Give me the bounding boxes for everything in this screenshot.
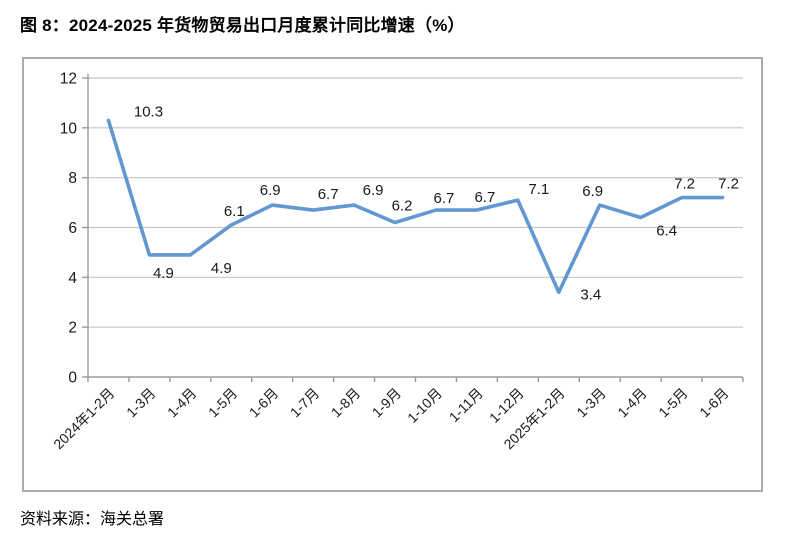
figure-title: 图 8：2024-2025 年货物贸易出口月度累计同比增速（%） bbox=[20, 16, 465, 35]
x-tick-label: 1-6月 bbox=[696, 385, 732, 421]
x-tick-label: 1-5月 bbox=[205, 385, 241, 421]
data-label: 6.4 bbox=[656, 223, 677, 240]
series-line bbox=[106, 118, 725, 295]
data-label: 4.9 bbox=[153, 265, 174, 282]
x-tick-label: 1-6月 bbox=[246, 385, 282, 421]
data-label: 7.2 bbox=[718, 176, 739, 193]
y-tick-label: 10 bbox=[60, 120, 78, 137]
x-tick-label: 1-8月 bbox=[328, 385, 364, 421]
x-tick-label: 1-5月 bbox=[655, 385, 691, 421]
y-tick-label: 6 bbox=[68, 220, 77, 237]
data-label: 7.1 bbox=[528, 181, 549, 198]
chart-frame: 0 2 4 6 8 10 12 2024年1-2月 1-3月 1-4月 1-5月 1-6月 1-7月 1-… bbox=[22, 57, 763, 492]
data-label: 3.4 bbox=[580, 286, 601, 303]
data-label: 6.7 bbox=[318, 186, 339, 203]
data-label: 6.9 bbox=[363, 182, 384, 199]
x-tick-label: 1-9月 bbox=[369, 385, 405, 421]
data-label: 6.2 bbox=[392, 198, 413, 215]
x-tick-label: 1-3月 bbox=[573, 385, 609, 421]
y-tick-label: 0 bbox=[68, 370, 77, 387]
x-tick-label: 1-4月 bbox=[164, 385, 200, 421]
data-label: 6.9 bbox=[582, 183, 603, 200]
y-tick-label: 2 bbox=[68, 320, 77, 337]
data-label: 6.9 bbox=[260, 182, 281, 199]
data-label: 6.7 bbox=[474, 189, 495, 206]
y-tick-label: 4 bbox=[68, 270, 77, 287]
data-label: 6.7 bbox=[434, 190, 455, 207]
x-tick-label: 1-11月 bbox=[446, 385, 486, 425]
y-tick-label: 8 bbox=[68, 170, 77, 187]
data-label: 4.9 bbox=[211, 260, 232, 277]
x-tick-label: 1-10月 bbox=[404, 385, 445, 426]
x-tick-label: 1-4月 bbox=[614, 385, 650, 421]
x-tick-label: 2024年1-2月 bbox=[50, 385, 117, 452]
y-tick-label: 12 bbox=[60, 71, 77, 88]
source-note: 资料来源：海关总署 bbox=[20, 511, 165, 528]
x-tick-label: 1-7月 bbox=[287, 385, 323, 421]
data-label: 7.2 bbox=[674, 176, 695, 193]
data-label: 6.1 bbox=[224, 203, 245, 220]
x-tick-label: 1-3月 bbox=[123, 385, 159, 421]
data-label: 10.3 bbox=[134, 103, 163, 120]
